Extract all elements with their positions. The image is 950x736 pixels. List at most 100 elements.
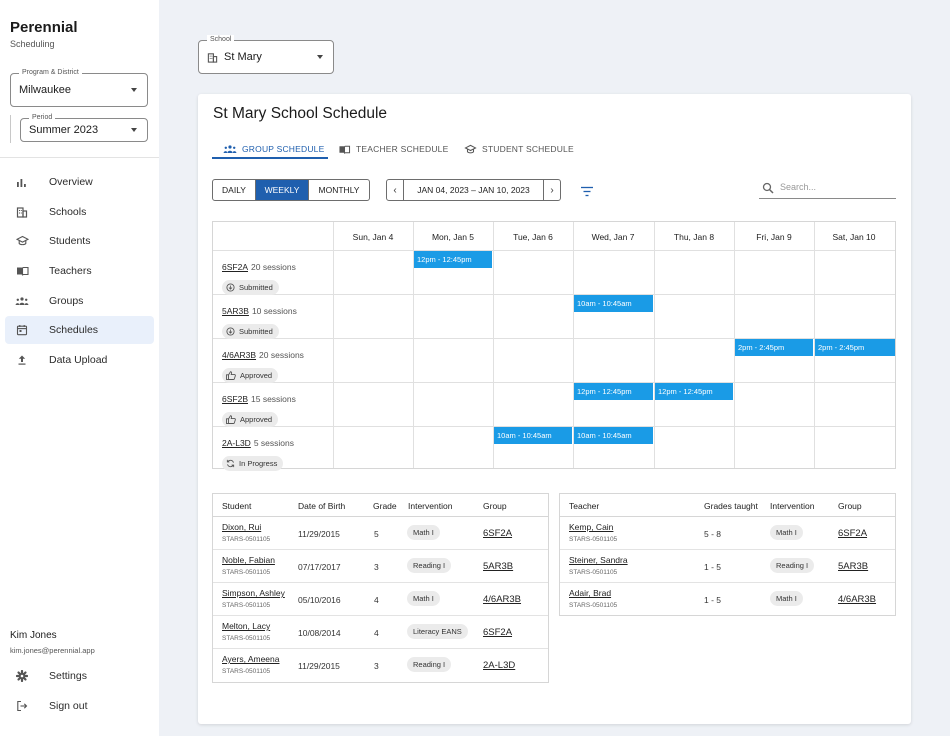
group-link[interactable]: 5AR3B <box>483 561 514 572</box>
active-tab-indicator <box>212 157 328 159</box>
tab-teacher-schedule[interactable]: TEACHER SCHEDULE <box>338 140 448 158</box>
student-link[interactable]: Dixon, Rui <box>222 522 262 532</box>
sidebar-item-teachers[interactable]: Teachers <box>5 257 154 285</box>
session-count: 20 sessions <box>259 350 304 360</box>
session-event[interactable]: 2pm - 2:45pm <box>735 339 813 356</box>
status-text: Approved <box>240 371 273 380</box>
previous-week-button[interactable]: ‹ <box>387 180 404 200</box>
next-week-button[interactable]: › <box>543 180 560 200</box>
sidebar-item-sign-out[interactable]: Sign out <box>5 692 154 720</box>
grid-line <box>213 382 895 383</box>
student-link[interactable]: Noble, Fabian <box>222 555 275 565</box>
sidebar-item-overview[interactable]: Overview <box>5 168 154 196</box>
group-row-label: 5AR3B 10 sessions Submitted <box>222 301 297 341</box>
chevron-down-icon <box>317 55 323 59</box>
period-select[interactable]: Period Summer 2023 <box>20 113 148 142</box>
status-text: Approved <box>240 415 273 424</box>
session-event[interactable]: 12pm - 12:45pm <box>414 251 492 268</box>
student-id: STARS-0501105 <box>222 536 271 543</box>
group-link[interactable]: 4/6AR3B <box>222 350 257 360</box>
sidebar-item-settings[interactable]: Settings <box>5 662 154 690</box>
building-icon <box>207 52 218 63</box>
student-link[interactable]: Melton, Lacy <box>222 621 271 631</box>
session-event[interactable]: 2pm - 2:45pm <box>815 339 895 356</box>
teacher-id: STARS-0501105 <box>569 602 618 609</box>
column-header: Group <box>483 501 507 511</box>
sidebar-item-students[interactable]: Students <box>5 227 154 255</box>
book-icon <box>338 144 351 155</box>
grid-line <box>213 294 895 295</box>
sign-out-label: Sign out <box>49 700 88 712</box>
sidebar-item-schools[interactable]: Schools <box>5 198 154 226</box>
gear-icon <box>15 669 29 683</box>
group-link[interactable]: 2A-L3D <box>222 438 251 448</box>
session-event[interactable]: 10am - 10:45am <box>574 295 653 312</box>
tab-group-schedule[interactable]: GROUP SCHEDULE <box>223 140 324 158</box>
sidebar-item-label: Schedules <box>49 324 99 336</box>
group-link[interactable]: 6SF2A <box>483 528 513 539</box>
teacher-id: STARS-0501105 <box>569 569 618 576</box>
dob-cell: 07/17/2017 <box>298 562 341 572</box>
tab-student-schedule[interactable]: STUDENT SCHEDULE <box>464 140 574 158</box>
student-link[interactable]: Ayers, Ameena <box>222 654 280 664</box>
school-select[interactable]: School St Mary <box>198 35 334 74</box>
group-row-label: 6SF2A 20 sessions Submitted <box>222 257 296 297</box>
session-count: 5 sessions <box>253 438 294 448</box>
session-event[interactable]: 12pm - 12:45pm <box>574 383 653 400</box>
session-event[interactable]: 12pm - 12:45pm <box>655 383 733 400</box>
table-row: Steiner, Sandra STARS-0501105 1 - 5 Read… <box>560 550 895 583</box>
day-header: Sun, Jan 4 <box>352 231 394 242</box>
teacher-link[interactable]: Kemp, Cain <box>569 522 614 532</box>
group-link[interactable]: 5AR3B <box>222 306 249 316</box>
table-header: Student Date of Birth Grade Intervention… <box>213 494 548 517</box>
student-id: STARS-0501105 <box>222 569 271 576</box>
group-link[interactable]: 4/6AR3B <box>838 594 877 605</box>
day-header: Sat, Jan 10 <box>832 231 876 242</box>
filter-icon[interactable] <box>580 184 594 202</box>
student-link[interactable]: Simpson, Ashley <box>222 588 285 598</box>
session-event[interactable]: 10am - 10:45am <box>494 427 572 444</box>
tab-label: STUDENT SCHEDULE <box>482 144 574 154</box>
group-link[interactable]: 5AR3B <box>838 561 869 572</box>
dob-cell: 11/29/2015 <box>298 661 340 671</box>
view-monthly-button[interactable]: MONTHLY <box>318 185 360 195</box>
grades-cell: 1 - 5 <box>704 562 722 572</box>
thumbs-up-icon <box>226 371 236 380</box>
group-link[interactable]: 6SF2B <box>222 394 248 404</box>
program-district-label: Program & District <box>19 68 82 78</box>
program-district-select[interactable]: Program & District Milwaukee <box>10 68 148 107</box>
table-row: Adair, Brad STARS-0501105 1 - 5 Math I 4… <box>560 583 895 616</box>
grid-line <box>814 222 815 468</box>
grade-cell: 3 <box>374 562 379 572</box>
group-link[interactable]: 6SF2A <box>222 262 248 272</box>
chevron-right-icon: › <box>550 184 554 196</box>
search-field[interactable]: Search... <box>759 177 896 199</box>
upload-icon <box>15 353 29 367</box>
table-row: Melton, Lacy STARS-0501105 10/08/2014 4 … <box>213 616 548 649</box>
grid-line <box>493 222 494 468</box>
intervention-badge: Reading I <box>407 558 452 573</box>
intervention-badge: Math I <box>770 525 803 540</box>
period-label: Period <box>29 113 56 123</box>
column-header: Intervention <box>408 501 453 511</box>
bar-chart-icon <box>15 175 29 189</box>
sidebar-item-schedules[interactable]: Schedules <box>5 316 154 344</box>
group-link[interactable]: 4/6AR3B <box>483 594 522 605</box>
grid-line <box>573 222 574 468</box>
session-count: 10 sessions <box>251 306 297 316</box>
group-link[interactable]: 2A-L3D <box>483 660 516 671</box>
intervention-badge: Math I <box>407 591 440 606</box>
school-label: School <box>207 35 235 45</box>
table-row: Simpson, Ashley STARS-0501105 05/10/2016… <box>213 583 548 616</box>
grades-cell: 5 - 8 <box>704 529 722 539</box>
teacher-link[interactable]: Adair, Brad <box>569 588 612 598</box>
session-count: 15 sessions <box>251 394 296 404</box>
teacher-link[interactable]: Steiner, Sandra <box>569 555 628 565</box>
session-event[interactable]: 10am - 10:45am <box>574 427 653 444</box>
view-weekly-button[interactable]: WEEKLY <box>256 180 309 200</box>
sidebar-item-groups[interactable]: Groups <box>5 287 154 315</box>
group-link[interactable]: 6SF2A <box>838 528 868 539</box>
view-daily-button[interactable]: DAILY <box>213 180 256 200</box>
sidebar-item-data-upload[interactable]: Data Upload <box>5 346 154 374</box>
group-link[interactable]: 6SF2A <box>483 627 513 638</box>
